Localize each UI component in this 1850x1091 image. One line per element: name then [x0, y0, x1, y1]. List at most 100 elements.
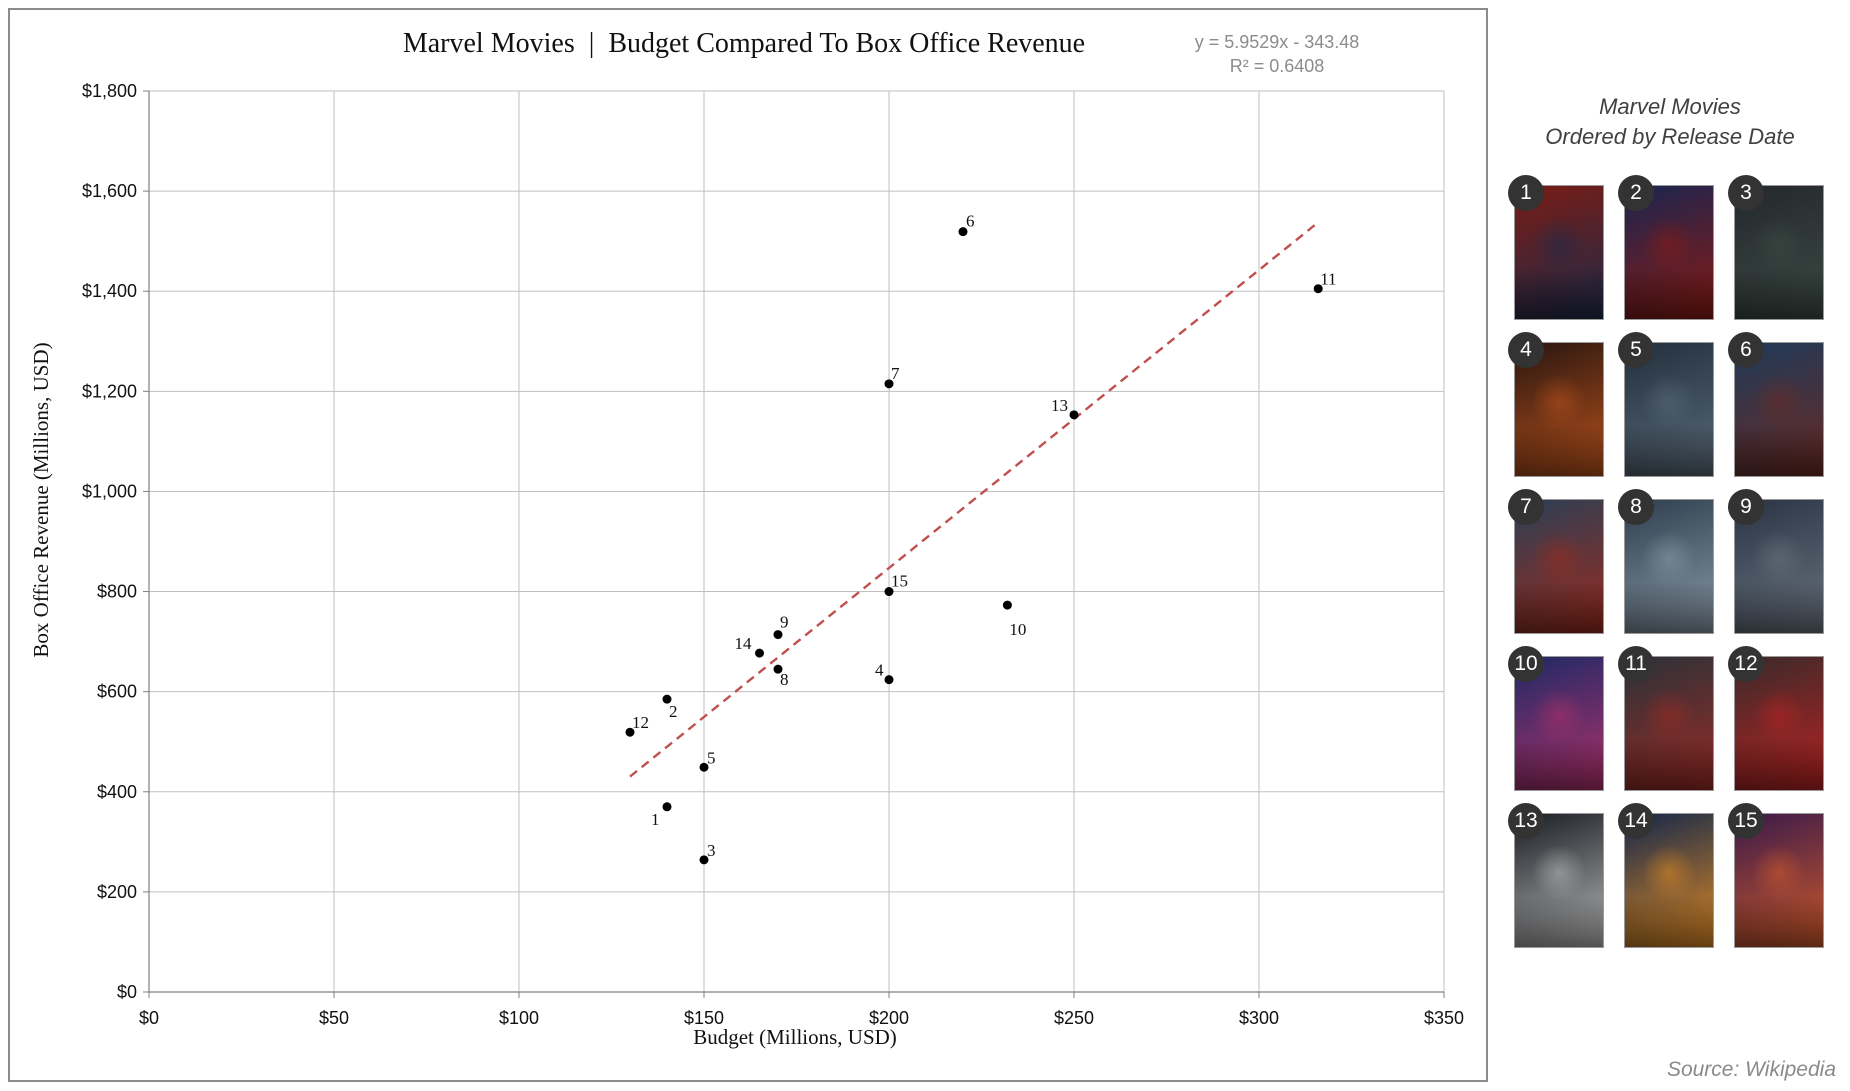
trendline [629, 221, 1319, 778]
poster-artwork [1532, 215, 1586, 274]
data-point-2 [662, 694, 672, 704]
poster-artwork [1752, 215, 1806, 274]
data-point-label-7: 7 [891, 364, 900, 383]
y-tick-label: $600 [97, 682, 137, 702]
poster-artwork [1532, 843, 1586, 902]
poster-artwork [1532, 686, 1586, 745]
data-point-label-6: 6 [966, 212, 975, 231]
poster-shade [1735, 739, 1823, 790]
data-point-label-14: 14 [735, 634, 753, 653]
chart-frame: $0 $50 $100 $150 $200 $250 $300 $350 $0 $200 $400 $… [8, 8, 1488, 1082]
poster-artwork [1752, 372, 1806, 431]
chart-title: Marvel Movies | Budget Compared To Box O… [403, 28, 1085, 59]
data-point-label-9: 9 [780, 613, 789, 632]
poster-shade [1515, 425, 1603, 476]
poster-shade [1735, 268, 1823, 319]
x-tick-label: $350 [1424, 1008, 1464, 1028]
data-point-13 [1069, 410, 1079, 420]
data-point-label-3: 3 [707, 841, 716, 860]
poster-number-badge: 14 [1618, 803, 1654, 839]
movie-poster-11 [1624, 656, 1714, 791]
data-point-11 [1313, 284, 1323, 294]
data-point-1 [662, 802, 672, 812]
poster-number-badge: 5 [1618, 332, 1654, 368]
poster-artwork [1642, 372, 1696, 431]
y-tick-label: $200 [97, 882, 137, 902]
x-tick-label: $300 [1239, 1008, 1279, 1028]
poster-artwork [1642, 686, 1696, 745]
data-point-label-12: 12 [632, 713, 649, 732]
data-point-label-10: 10 [1009, 620, 1026, 639]
poster-shade [1625, 739, 1713, 790]
poster-shade [1515, 739, 1603, 790]
x-tick-label: $150 [684, 1008, 724, 1028]
poster-number-badge: 15 [1728, 803, 1764, 839]
x-axis-label: Budget (Millions, USD) [693, 1025, 897, 1049]
poster-shade [1515, 896, 1603, 947]
data-point-label-8: 8 [780, 670, 789, 689]
y-tick-label: $0 [117, 982, 137, 1002]
poster-artwork [1532, 529, 1586, 588]
data-point-5 [699, 762, 709, 772]
y-tick-label: $400 [97, 782, 137, 802]
data-point-6 [958, 227, 968, 237]
poster-shade [1515, 582, 1603, 633]
y-tick-label: $1,000 [82, 481, 137, 501]
poster-number-badge: 3 [1728, 175, 1764, 211]
y-tick-label: $1,200 [82, 381, 137, 401]
y-tick-label: $800 [97, 582, 137, 602]
data-point-8 [773, 664, 783, 674]
poster-shade [1735, 582, 1823, 633]
data-point-7 [884, 379, 894, 389]
y-tick-label: $1,800 [82, 81, 137, 101]
data-point-label-5: 5 [707, 748, 716, 767]
poster-shade [1515, 268, 1603, 319]
movie-poster-9 [1734, 499, 1824, 634]
x-tick-label: $250 [1054, 1008, 1094, 1028]
data-point-10 [1002, 600, 1012, 610]
data-point-15 [884, 587, 894, 597]
x-tick-label: $50 [319, 1008, 349, 1028]
poster-number-badge: 6 [1728, 332, 1764, 368]
y-axis-label: Box Office Revenue (Millions, USD) [29, 342, 53, 657]
poster-artwork [1752, 686, 1806, 745]
poster-number-badge: 2 [1618, 175, 1654, 211]
poster-shade [1625, 268, 1713, 319]
data-point-3 [699, 855, 709, 865]
poster-artwork [1752, 529, 1806, 588]
y-tick-label: $1,600 [82, 181, 137, 201]
poster-number-badge: 8 [1618, 489, 1654, 525]
sidebar-title-line1: Marvel Movies [1599, 94, 1741, 119]
poster-number-badge: 10 [1508, 646, 1544, 682]
poster-number-badge: 9 [1728, 489, 1764, 525]
movie-poster-3 [1734, 185, 1824, 320]
poster-shade [1625, 582, 1713, 633]
data-point-label-15: 15 [891, 572, 908, 591]
x-tick-label: $0 [139, 1008, 159, 1028]
scatter-chart: $0 $50 $100 $150 $200 $250 $300 $350 $0 $200 $400 $… [29, 28, 1464, 1049]
poster-number-badge: 7 [1508, 489, 1544, 525]
poster-number-badge: 13 [1508, 803, 1544, 839]
data-point-label-1: 1 [651, 810, 660, 829]
poster-shade [1735, 896, 1823, 947]
data-point-9 [773, 630, 783, 640]
data-point-14 [755, 648, 764, 658]
data-point-label-13: 13 [1051, 396, 1068, 415]
poster-number-badge: 1 [1508, 175, 1544, 211]
data-point-12 [625, 727, 635, 737]
poster-number-badge: 4 [1508, 332, 1544, 368]
x-tick-label: $100 [499, 1008, 539, 1028]
movie-poster-7 [1514, 499, 1604, 634]
sidebar-title-line2: Ordered by Release Date [1545, 124, 1795, 149]
poster-shade [1735, 425, 1823, 476]
poster-artwork [1642, 529, 1696, 588]
source-note: Source: Wikipedia [1666, 1058, 1836, 1081]
data-point-label-2: 2 [669, 702, 678, 721]
poster-artwork [1642, 215, 1696, 274]
movie-poster-10 [1514, 656, 1604, 791]
sidebar-title: Marvel Movies Ordered by Release Date [1490, 92, 1850, 152]
poster-number-badge: 12 [1728, 646, 1764, 682]
poster-artwork [1752, 843, 1806, 902]
trendline-equation: y = 5.9529x - 343.48 [1195, 32, 1360, 52]
